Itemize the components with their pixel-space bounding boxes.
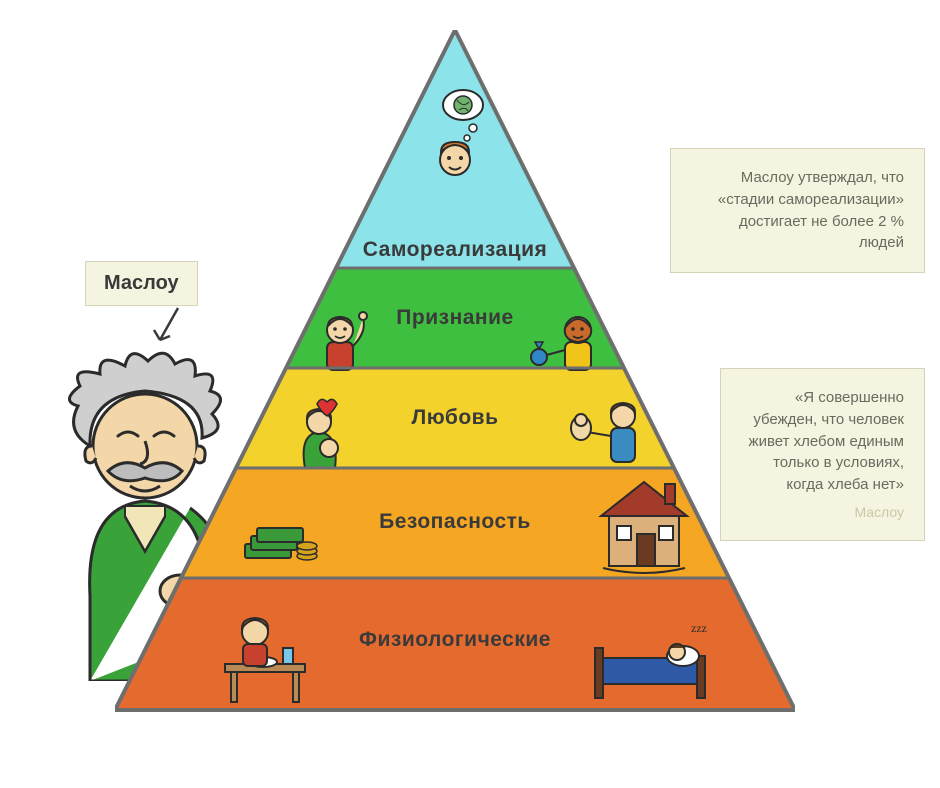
level-physiological [115, 578, 795, 710]
maslow-name-tag: Маслоу [85, 261, 198, 306]
infographic-canvas: Маслоу утверждал, что «стадии самореализ… [0, 0, 940, 788]
level-love [236, 368, 674, 468]
maslow-name-tag-text: Маслоу [104, 272, 179, 294]
arrow-to-character-icon [150, 306, 190, 352]
pyramid-svg: zzz [115, 30, 795, 720]
maslow-pyramid: zzz Самореализация Признание Любовь Безо… [115, 30, 795, 710]
svg-text:zzz: zzz [691, 621, 707, 635]
